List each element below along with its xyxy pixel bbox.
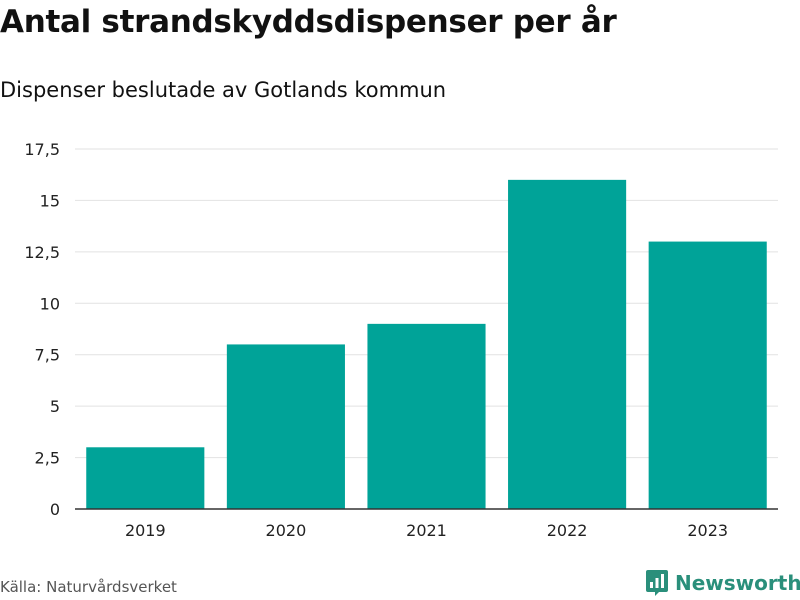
y-tick-label: 17,5	[24, 140, 60, 159]
x-tick-label: 2020	[266, 521, 307, 540]
y-tick-label: 7,5	[35, 346, 60, 365]
x-tick-label: 2023	[687, 521, 728, 540]
chart-subtitle: Dispenser beslutade av Gotlands kommun	[0, 78, 447, 102]
bar-2019	[86, 447, 205, 509]
y-tick-label: 10	[40, 294, 60, 313]
y-axis-tick-labels: 0 2,5 5 7,5 10 12,5 15 17,5	[24, 140, 60, 519]
brand-name: Newsworthy	[675, 571, 800, 595]
y-tick-label: 2,5	[35, 449, 60, 468]
y-tick-label: 15	[40, 191, 60, 210]
newsworthy-logo-icon	[646, 570, 668, 596]
chart-title: Antal strandskyddsdispenser per år	[0, 4, 617, 40]
x-tick-label: 2021	[406, 521, 447, 540]
bars	[86, 179, 767, 510]
source-note: Källa: Naturvårdsverket	[0, 578, 177, 596]
brand: Newsworthy	[645, 569, 800, 597]
bar-2022	[508, 179, 627, 509]
bar-2021	[367, 323, 486, 509]
x-tick-label: 2019	[125, 521, 166, 540]
y-tick-label: 12,5	[24, 243, 60, 262]
y-tick-label: 0	[50, 500, 60, 519]
x-axis-tick-labels: 2019 2020 2021 2022 2023	[125, 521, 728, 540]
bar-2020	[226, 344, 345, 509]
y-tick-label: 5	[50, 397, 60, 416]
bar-2023	[648, 241, 767, 510]
x-tick-label: 2022	[547, 521, 588, 540]
